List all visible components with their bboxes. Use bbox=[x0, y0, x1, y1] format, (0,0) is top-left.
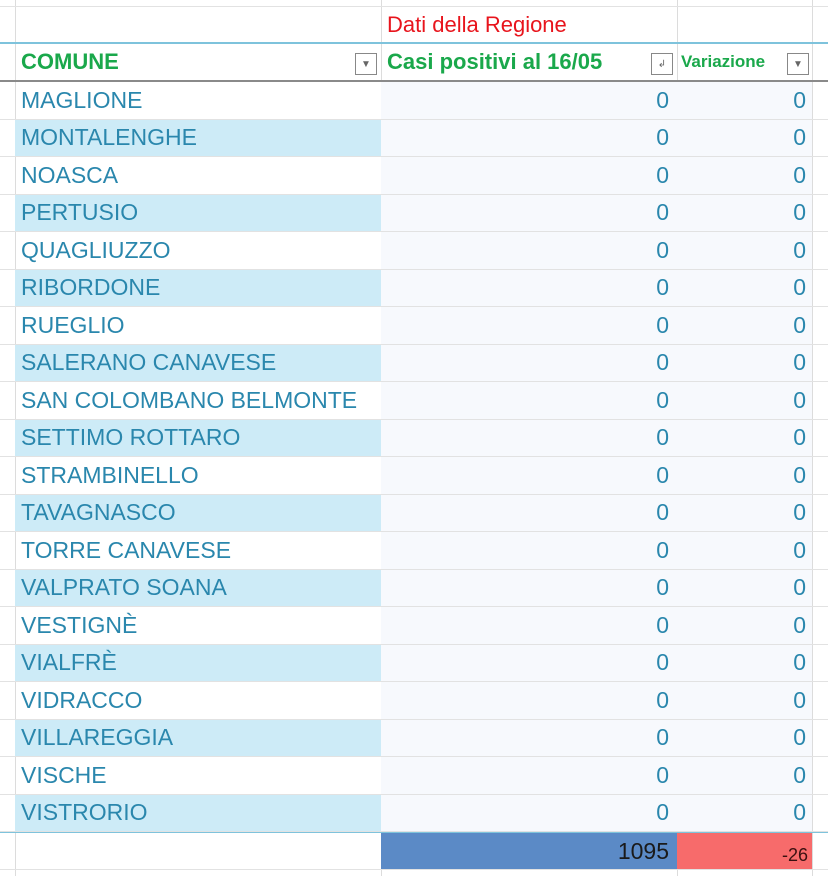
comune-cell[interactable]: PERTUSIO bbox=[15, 194, 381, 231]
totals-row: 1095 -26 bbox=[0, 832, 828, 870]
variazione-cell[interactable]: 0 bbox=[677, 644, 812, 681]
comune-cell[interactable]: VIALFRÈ bbox=[15, 644, 381, 681]
comune-cell[interactable]: STRAMBINELLO bbox=[21, 461, 199, 488]
top-row bbox=[0, 0, 828, 7]
comune-cell[interactable]: VILLAREGGIA bbox=[15, 719, 381, 756]
casi-cell[interactable]: 0 bbox=[381, 269, 677, 306]
casi-cell[interactable]: 0 bbox=[381, 794, 677, 831]
table-row: SETTIMO ROTTARO 0 0 bbox=[0, 419, 828, 457]
variazione-cell[interactable]: 0 bbox=[677, 419, 812, 456]
variazione-cell[interactable]: 0 bbox=[677, 269, 812, 306]
table-row: RIBORDONE 0 0 bbox=[0, 269, 828, 307]
variazione-cell[interactable]: 0 bbox=[677, 757, 812, 794]
casi-cell[interactable]: 0 bbox=[381, 607, 677, 644]
comune-cell[interactable]: RIBORDONE bbox=[15, 269, 381, 306]
header-row: COMUNE ▼ Casi positivi al 16/05 ↲ Variaz… bbox=[0, 44, 828, 82]
table-row: SALERANO CANAVESE 0 0 bbox=[0, 344, 828, 382]
gridline bbox=[812, 0, 813, 876]
casi-cell[interactable]: 0 bbox=[381, 494, 677, 531]
comune-cell[interactable]: RUEGLIO bbox=[21, 311, 125, 338]
casi-cell[interactable]: 0 bbox=[381, 382, 677, 419]
casi-cell[interactable]: 0 bbox=[381, 644, 677, 681]
casi-cell[interactable]: 0 bbox=[381, 682, 677, 719]
table-row: QUAGLIUZZO 0 0 bbox=[0, 232, 828, 270]
variazione-cell[interactable]: 0 bbox=[677, 232, 812, 269]
comune-cell[interactable]: VALPRATO SOANA bbox=[15, 569, 381, 606]
comune-cell[interactable]: VESTIGNÈ bbox=[21, 611, 138, 638]
table-row: NOASCA 0 0 bbox=[0, 157, 828, 195]
table-row: TAVAGNASCO 0 0 bbox=[0, 494, 828, 532]
table-row: RUEGLIO 0 0 bbox=[0, 307, 828, 345]
variazione-cell[interactable]: 0 bbox=[677, 607, 812, 644]
casi-cell[interactable]: 0 bbox=[381, 757, 677, 794]
variazione-cell[interactable]: 0 bbox=[677, 119, 812, 156]
comune-cell[interactable]: TORRE CANAVESE bbox=[21, 536, 232, 563]
comune-cell[interactable]: SALERANO CANAVESE bbox=[15, 344, 381, 381]
variazione-cell[interactable]: 0 bbox=[677, 682, 812, 719]
comune-cell[interactable]: SAN COLOMBANO BELMONTE bbox=[21, 386, 358, 413]
header-casi: Casi positivi al 16/05 bbox=[387, 49, 603, 74]
variazione-cell[interactable]: 0 bbox=[677, 532, 812, 569]
comune-cell[interactable]: VISTRORIO bbox=[15, 794, 381, 831]
table-row: VALPRATO SOANA 0 0 bbox=[0, 569, 828, 607]
variazione-cell[interactable]: 0 bbox=[677, 794, 812, 831]
variazione-cell[interactable]: 0 bbox=[677, 344, 812, 381]
table-row: MONTALENGHE 0 0 bbox=[0, 119, 828, 157]
casi-cell[interactable]: 0 bbox=[381, 307, 677, 344]
casi-cell[interactable]: 0 bbox=[381, 719, 677, 756]
table-row: VIDRACCO 0 0 bbox=[0, 682, 828, 720]
filter-dropdown-icon[interactable]: ▼ bbox=[355, 53, 377, 75]
table-row: VIALFRÈ 0 0 bbox=[0, 644, 828, 682]
casi-cell[interactable]: 0 bbox=[381, 457, 677, 494]
filter-dropdown-icon[interactable]: ▼ bbox=[787, 53, 809, 75]
table-row: STRAMBINELLO 0 0 bbox=[0, 457, 828, 495]
table-row: SAN COLOMBANO BELMONTE 0 0 bbox=[0, 382, 828, 420]
variazione-cell[interactable]: 0 bbox=[677, 307, 812, 344]
comune-cell[interactable]: VISCHE bbox=[21, 761, 107, 788]
casi-cell[interactable]: 0 bbox=[381, 344, 677, 381]
sort-descending-icon[interactable]: ↲ bbox=[651, 53, 673, 75]
comune-cell[interactable]: MONTALENGHE bbox=[15, 119, 381, 156]
total-variazione[interactable]: -26 bbox=[677, 833, 812, 869]
casi-cell[interactable]: 0 bbox=[381, 194, 677, 231]
table-row: TORRE CANAVESE 0 0 bbox=[0, 532, 828, 570]
table-row: VESTIGNÈ 0 0 bbox=[0, 607, 828, 645]
comune-cell[interactable]: SETTIMO ROTTARO bbox=[15, 419, 381, 456]
table-row: VILLAREGGIA 0 0 bbox=[0, 719, 828, 757]
table-row: PERTUSIO 0 0 bbox=[0, 194, 828, 232]
variazione-cell[interactable]: 0 bbox=[677, 719, 812, 756]
comune-cell[interactable]: MAGLIONE bbox=[21, 86, 143, 113]
variazione-cell[interactable]: 0 bbox=[677, 494, 812, 531]
comune-cell[interactable]: VIDRACCO bbox=[21, 686, 143, 713]
variazione-cell[interactable]: 0 bbox=[677, 194, 812, 231]
variazione-cell[interactable]: 0 bbox=[677, 569, 812, 606]
casi-cell[interactable]: 0 bbox=[381, 119, 677, 156]
casi-cell[interactable]: 0 bbox=[381, 419, 677, 456]
total-casi[interactable]: 1095 bbox=[381, 833, 677, 869]
table-row: VISTRORIO 0 0 bbox=[0, 794, 828, 832]
casi-cell[interactable]: 0 bbox=[381, 157, 677, 194]
variazione-cell[interactable]: 0 bbox=[677, 457, 812, 494]
header-variazione: Variazione bbox=[681, 52, 766, 71]
header-comune: COMUNE bbox=[21, 49, 119, 74]
casi-cell[interactable]: 0 bbox=[381, 569, 677, 606]
comune-cell[interactable]: TAVAGNASCO bbox=[15, 494, 381, 531]
table-row: MAGLIONE 0 0 bbox=[0, 82, 828, 120]
table-row: VISCHE 0 0 bbox=[0, 757, 828, 795]
casi-cell[interactable]: 0 bbox=[381, 82, 677, 119]
variazione-cell[interactable]: 0 bbox=[677, 82, 812, 119]
casi-cell[interactable]: 0 bbox=[381, 532, 677, 569]
comune-cell[interactable]: QUAGLIUZZO bbox=[21, 236, 171, 263]
variazione-cell[interactable]: 0 bbox=[677, 382, 812, 419]
variazione-cell[interactable]: 0 bbox=[677, 157, 812, 194]
casi-cell[interactable]: 0 bbox=[381, 232, 677, 269]
title-row: Dati della Regione bbox=[0, 7, 828, 44]
comune-cell[interactable]: NOASCA bbox=[21, 161, 119, 188]
region-title: Dati della Regione bbox=[387, 11, 567, 37]
